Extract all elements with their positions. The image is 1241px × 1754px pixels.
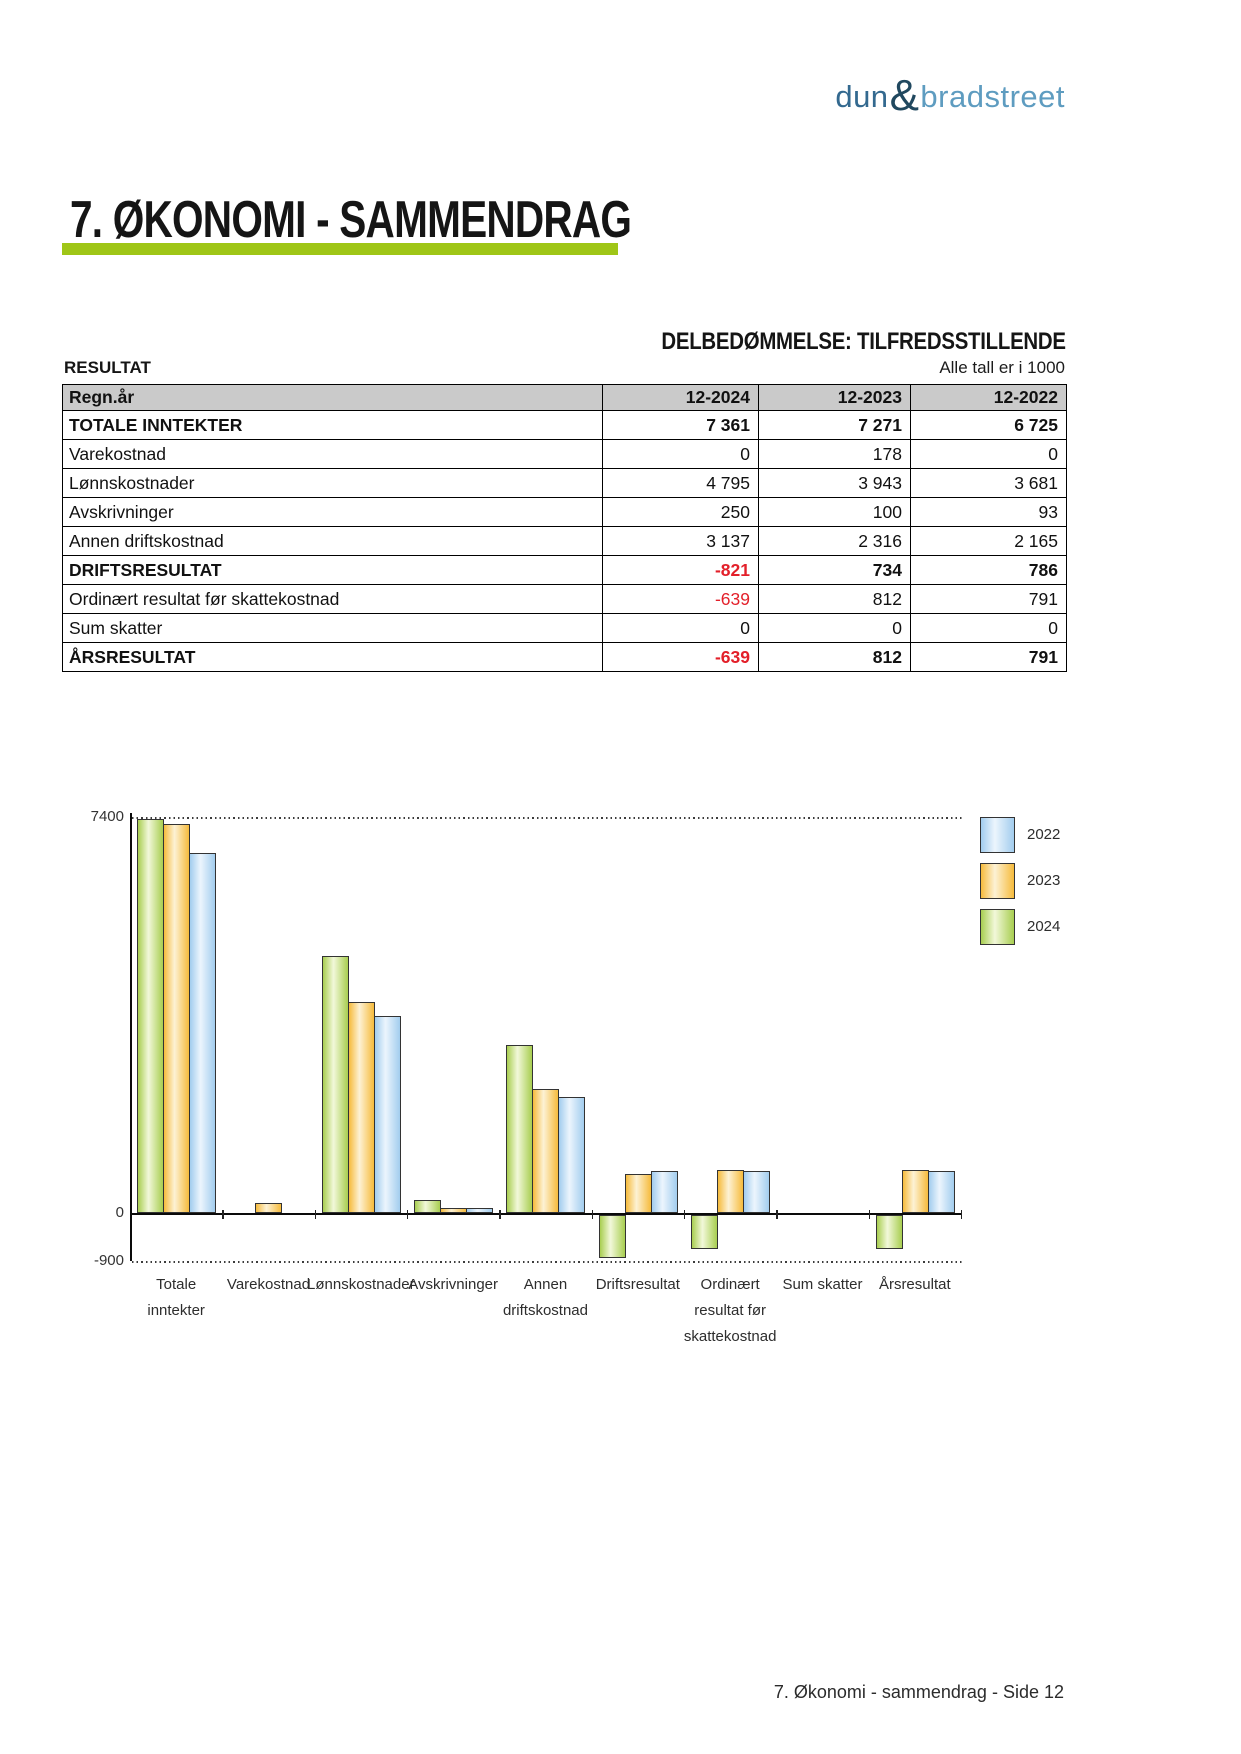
chart-bar-2024 — [414, 1199, 442, 1213]
legend-swatch-2024 — [980, 909, 1015, 945]
chart-bar-2023 — [717, 1169, 745, 1213]
chart-bar-2022 — [466, 1208, 494, 1213]
row-label: Avskrivninger — [62, 497, 603, 527]
chart-bar-2023 — [532, 1089, 560, 1213]
y-tick-label: -900 — [93, 1252, 124, 1270]
axis-tick — [314, 1210, 317, 1219]
chart-bar-2024 — [506, 1045, 534, 1213]
category-label: Lønnskostnader — [307, 1276, 415, 1293]
dnb-logo: dun & bradstreet — [835, 71, 1065, 120]
row-value: 7 361 — [602, 410, 759, 440]
y-tick-label: 7400 — [90, 808, 124, 826]
chart-bar-2024 — [137, 819, 165, 1213]
chart-bar-2024 — [875, 1214, 903, 1249]
result-table: Regn.år 12-2024 12-2023 12-2022 TOTALE INNT… — [62, 384, 1067, 672]
table-header-cell: Regn.år — [62, 384, 603, 411]
table-row: Sum skatter 0 0 0 — [62, 613, 1067, 643]
chart-bar-2024 — [691, 1214, 719, 1249]
table-row: Varekostnad 0 178 0 — [62, 439, 1067, 469]
y-axis-line — [130, 813, 132, 1261]
table-row: Ordinært resultat før skattekostnad -639 8… — [62, 584, 1067, 614]
logo-text-bradstreet: bradstreet — [920, 79, 1065, 114]
chart-bar-2023 — [163, 824, 191, 1213]
logo-ampersand-icon: & — [889, 71, 920, 120]
row-value: 3 137 — [602, 526, 759, 556]
units-note: Alle tall er i 1000 — [939, 358, 1065, 377]
table-row: Lønnskostnader 4 795 3 943 3 681 — [62, 468, 1067, 498]
legend-label: 2024 — [1027, 918, 1061, 935]
legend-swatch-2022 — [980, 817, 1015, 853]
category-label: Annen driftskostnad — [502, 1276, 588, 1319]
axis-tick — [868, 1210, 871, 1219]
axis-tick — [499, 1210, 501, 1219]
chart-bar-2024 — [598, 1214, 626, 1259]
row-label: TOTALE INNTEKTER — [62, 410, 603, 440]
table-header-cell: 12-2023 — [758, 384, 911, 411]
chart-bar-2023 — [255, 1203, 283, 1213]
category-label: Varekostnad — [226, 1276, 311, 1293]
category-label: Totale inntekter — [147, 1276, 205, 1319]
category-label: Årsresultat — [878, 1276, 951, 1293]
chart-bar-2023 — [347, 1002, 375, 1213]
chart-bar-2023 — [440, 1207, 468, 1213]
row-value: 7 271 — [758, 410, 911, 440]
chart-bar-2023 — [624, 1173, 652, 1213]
gridline-bottom — [132, 1261, 963, 1263]
axis-tick — [776, 1210, 778, 1219]
chart-bar-2022 — [650, 1170, 678, 1213]
legend-label: 2022 — [1027, 826, 1061, 843]
chart-bar-2022 — [927, 1170, 955, 1213]
table-header-cell: 12-2024 — [602, 384, 759, 411]
category-label: Ordinært resultat før skattekostnad — [683, 1276, 777, 1345]
axis-tick — [591, 1210, 594, 1219]
category-label: Avskrivninger — [408, 1276, 499, 1293]
axis-tick — [222, 1210, 224, 1219]
row-value: 178 — [758, 439, 911, 469]
row-value: 791 — [910, 642, 1067, 672]
chart-bar-2022 — [373, 1016, 401, 1213]
chart-bar-2024 — [321, 956, 349, 1213]
page-footer: 7. Økonomi - sammendrag - Side 12 — [773, 1682, 1064, 1702]
legend-label: 2023 — [1027, 872, 1061, 889]
table-header-cell: 12-2022 — [910, 384, 1067, 411]
row-value: 791 — [910, 584, 1067, 614]
row-value: 6 725 — [910, 410, 1067, 440]
table-header-row: Regn.år 12-2024 12-2023 12-2022 — [62, 384, 1067, 411]
row-value: -639 — [602, 584, 759, 614]
assessment-heading: DELBEDØMMELSE: TILFREDSSTILLENDE — [661, 328, 1067, 355]
table-row: Annen driftskostnad 3 137 2 316 2 165 — [62, 526, 1067, 556]
row-value: 250 — [602, 497, 759, 527]
row-label: ÅRSRESULTAT — [62, 642, 603, 672]
category-label: Sum skatter — [782, 1276, 863, 1293]
legend-swatch-2023 — [980, 863, 1015, 899]
zero-axis-line — [130, 1213, 961, 1215]
title-accent-rule — [62, 243, 618, 255]
table-row: Avskrivninger 250 100 93 — [62, 497, 1067, 527]
row-value: 812 — [758, 584, 911, 614]
table-row: ÅRSRESULTAT -639 812 791 — [62, 642, 1067, 672]
section-label: RESULTAT — [64, 358, 151, 377]
chart-bar-2022 — [743, 1170, 771, 1213]
chart-bar-2023 — [901, 1169, 929, 1213]
row-value: 3 943 — [758, 468, 911, 498]
page-title: 7. ØKONOMI - SAMMENDRAG — [70, 191, 632, 249]
table-row: TOTALE INNTEKTER 7 361 7 271 6 725 — [62, 410, 1067, 440]
axis-tick — [960, 1210, 963, 1219]
chart-bar-2022 — [189, 853, 217, 1213]
row-label: Annen driftskostnad — [62, 526, 603, 556]
row-label: Varekostnad — [62, 439, 603, 469]
category-label: Driftsresultat — [595, 1276, 680, 1293]
axis-tick — [406, 1210, 409, 1219]
chart-bar-2022 — [558, 1097, 586, 1213]
axis-tick — [683, 1210, 686, 1219]
row-label: Lønnskostnader — [62, 468, 603, 498]
row-value: 93 — [910, 497, 1067, 527]
logo-text-dun: dun — [835, 79, 889, 114]
gridline-top — [132, 817, 963, 819]
row-value: 3 681 — [910, 468, 1067, 498]
y-tick-label: 0 — [115, 1204, 124, 1221]
row-label: Ordinært resultat før skattekostnad — [62, 584, 603, 614]
